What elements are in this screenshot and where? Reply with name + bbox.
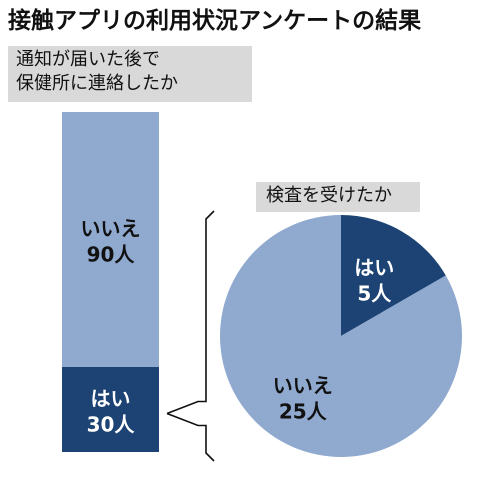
pie-question-box: 検査を受けたか [256,182,420,212]
bar-question-box: 通知が届いた後で 保健所に連絡したか [8,46,252,102]
bar-segment-name-yes: はい [91,387,131,411]
bar-segment-yes [62,367,159,452]
pie-slice-no [219,215,462,458]
bar-question-line-2: 保健所に連絡したか [16,73,178,94]
pie-slice-name-no: いいえ [273,373,333,397]
pie-slice-value-yes: 5人 [357,281,392,305]
bar-segment-value-yes: 30人 [87,413,136,437]
pie-slice-yes [341,215,446,336]
bar-segment-no [62,112,159,367]
pie-slice-name-yes: はい [354,255,394,279]
figure-title: 接触アプリの利用状況アンケートの結果 [8,8,422,34]
bar-question-line-1: 通知が届いた後で [16,49,160,70]
bar-segment-value-no: 90人 [87,243,136,267]
pie-slice-value-no: 25人 [279,399,328,423]
connector-bracket [166,210,215,462]
bar-segment-name-no: いいえ [81,217,141,241]
